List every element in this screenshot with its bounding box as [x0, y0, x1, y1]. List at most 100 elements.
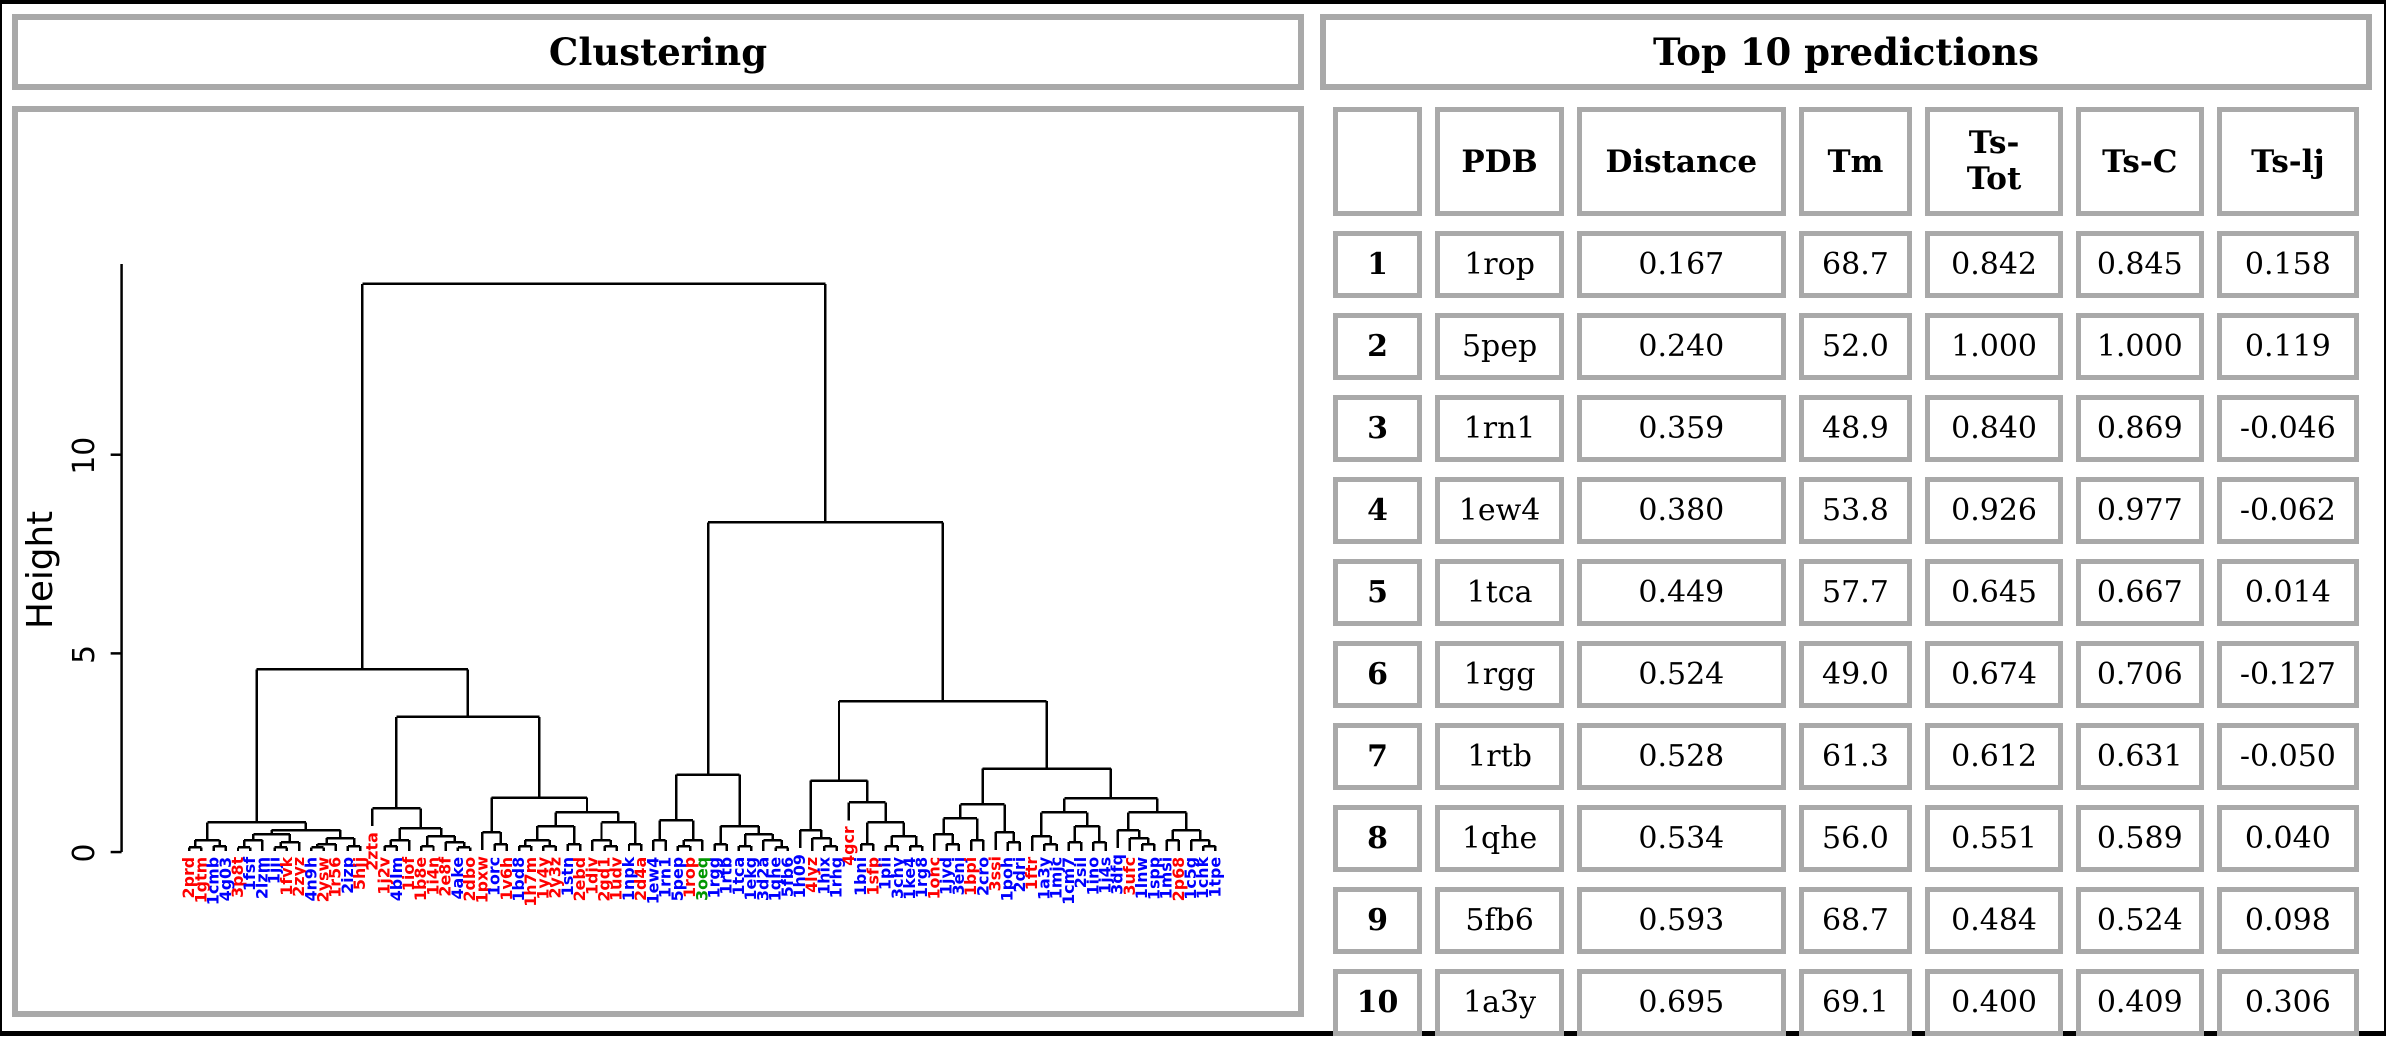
- leaf-label: 1pii: [876, 857, 895, 890]
- predictions-title: Top 10 predictions: [1652, 30, 2039, 74]
- cell-ts_tot: 0.926: [1925, 477, 2063, 545]
- leaf-label: 2ysw: [313, 857, 332, 903]
- cell-ts_tot: 0.645: [1925, 559, 2063, 627]
- leaf-label: 2d4a: [631, 857, 650, 901]
- leaf-label: 1j2v: [375, 856, 394, 895]
- cell-pdb: 1rtb: [1435, 723, 1565, 791]
- leaf-label: 1rgg: [704, 857, 723, 899]
- leaf-label: 2prd: [179, 857, 198, 899]
- col-header-ts-lj: Ts-lj: [2216, 107, 2359, 217]
- cell-ts_tot: 0.674: [1925, 641, 2063, 709]
- leaf-label: 1chk: [1193, 856, 1212, 899]
- leaf-label: 1fvk: [277, 856, 296, 895]
- cell-ts_c: 0.667: [2075, 559, 2204, 627]
- leaf-label: 1rg8: [912, 857, 931, 898]
- leaf-label: 1r56: [326, 857, 345, 898]
- leaf-label: 4n9h: [301, 857, 320, 902]
- table-row: 5 1tca 0.449 57.7 0.645 0.667 0.014: [1333, 559, 2359, 627]
- cell-ts_lj: 0.040: [2216, 805, 2359, 873]
- leaf-label: 1i4n: [423, 857, 442, 896]
- leaf-label: 1gtm: [191, 857, 210, 904]
- clustering-panel-header: Clustering: [12, 14, 1304, 90]
- cell-tm: 52.0: [1798, 313, 1913, 381]
- cell-distance: 0.380: [1577, 477, 1786, 545]
- table-row: 1 1rop 0.167 68.7 0.842 0.845 0.158: [1333, 231, 2359, 299]
- predictions-table-body: 1 1rop 0.167 68.7 0.842 0.845 0.158 2 5pep 0.240 5…: [1333, 231, 2359, 1037]
- leaf-label: 4lyz: [802, 857, 821, 893]
- leaf-label: 1bni: [851, 857, 870, 896]
- leaf-label: 1sfp: [863, 857, 882, 896]
- cell-tm: 61.3: [1798, 723, 1913, 791]
- leaf-label: 1b8e: [411, 857, 430, 901]
- cell-ts_tot: 0.551: [1925, 805, 2063, 873]
- cell-rank: 8: [1333, 805, 1423, 873]
- cell-rank: 2: [1333, 313, 1423, 381]
- leaf-label: 1mjc: [1047, 857, 1066, 899]
- cell-ts_tot: 0.842: [1925, 231, 2063, 299]
- leaf-label: 3enj: [949, 857, 968, 896]
- leaf-label: 1tca: [729, 857, 748, 896]
- cell-distance: 0.528: [1577, 723, 1786, 791]
- leaf-label: 2zyz: [289, 857, 308, 897]
- leaf-label: 1orc: [485, 857, 504, 896]
- leaf-label: 2ebd: [570, 857, 589, 902]
- cell-ts_lj: 0.158: [2216, 231, 2359, 299]
- cell-rank: 1: [1333, 231, 1423, 299]
- table-row: 4 1ew4 0.380 53.8 0.926 0.977 -0.062: [1333, 477, 2359, 545]
- leaf-label: 2e8f: [436, 856, 455, 897]
- cell-ts_c: 0.869: [2075, 395, 2204, 463]
- dendrogram-plot: 0510Height2prd1gtm1cmb4g033p8t1fsf2lzm1j…: [20, 263, 1224, 907]
- col-header-tm: Tm: [1798, 107, 1913, 217]
- leaf-label: 1rop: [680, 857, 699, 898]
- leaf-label: 2zta: [362, 832, 381, 871]
- cell-tm: 48.9: [1798, 395, 1913, 463]
- leaf-label: 1v6h: [497, 857, 516, 901]
- leaf-label: 1c5g: [1181, 857, 1200, 900]
- leaf-label: 1div: [582, 856, 601, 895]
- cell-pdb: 1rgg: [1435, 641, 1565, 709]
- leaf-label: 1hix: [814, 857, 833, 895]
- leaf-label: 3oeq: [692, 857, 711, 901]
- cell-rank: 9: [1333, 887, 1423, 955]
- leaf-label: 1cmb: [204, 857, 223, 905]
- cell-distance: 0.593: [1577, 887, 1786, 955]
- leaf-label: 2dbo: [460, 857, 479, 902]
- col-header-label: PDB: [1461, 143, 1538, 180]
- cell-rank: 10: [1333, 969, 1423, 1037]
- leaf-label: 1jji: [265, 857, 284, 884]
- leaf-label: 3ufc: [1120, 857, 1139, 896]
- leaf-label: 4blm: [387, 857, 406, 901]
- table-row: 9 5fb6 0.593 68.7 0.484 0.524 0.098: [1333, 887, 2359, 955]
- leaf-label: 1ftr: [1022, 857, 1041, 891]
- cell-ts_c: 1.000: [2075, 313, 2204, 381]
- cell-ts_lj: 0.119: [2216, 313, 2359, 381]
- cell-distance: 0.359: [1577, 395, 1786, 463]
- cell-rank: 5: [1333, 559, 1423, 627]
- y-tick-label: 10: [67, 437, 102, 475]
- col-header-pdb: PDB: [1435, 107, 1565, 217]
- leaf-label: 1rhg: [827, 857, 846, 899]
- cell-tm: 57.7: [1798, 559, 1913, 627]
- leaf-label: 2y3z: [546, 857, 565, 899]
- leaf-label: 3d2a: [753, 857, 772, 901]
- leaf-label: 1y4y: [533, 856, 552, 899]
- leaf-label: 1pxw: [472, 856, 491, 904]
- predictions-table: PDB Distance Tm Ts-Tot Ts-C Ts-lj 1 1rop 0.167 6…: [1320, 92, 2372, 1051]
- cell-ts_tot: 0.484: [1925, 887, 2063, 955]
- cell-ts_c: 0.524: [2075, 887, 2204, 955]
- cell-ts_c: 0.409: [2075, 969, 2204, 1037]
- cell-pdb: 5fb6: [1435, 887, 1565, 955]
- predictions-table-head: PDB Distance Tm Ts-Tot Ts-C Ts-lj: [1333, 107, 2359, 217]
- cell-tm: 49.0: [1798, 641, 1913, 709]
- leaf-label: 5fb6: [778, 857, 797, 897]
- cell-tm: 69.1: [1798, 969, 1913, 1037]
- leaf-label: 1tpe: [1205, 857, 1224, 898]
- col-header-label: Ts-Tot: [1966, 125, 2022, 197]
- leaf-label: 1h09: [790, 854, 809, 898]
- table-row: 6 1rgg 0.524 49.0 0.674 0.706 -0.127: [1333, 641, 2359, 709]
- leaf-label: 1a3y: [1034, 856, 1053, 900]
- clustering-panel-body: 0 5 10 Height 2prd 1gtm 1cmb 4g03 3p8t 1fsf 2lzm 1j…: [12, 106, 1304, 1017]
- leaf-label: 3chy: [888, 856, 907, 899]
- table-row: 10 1a3y 0.695 69.1 0.400 0.409 0.306: [1333, 969, 2359, 1037]
